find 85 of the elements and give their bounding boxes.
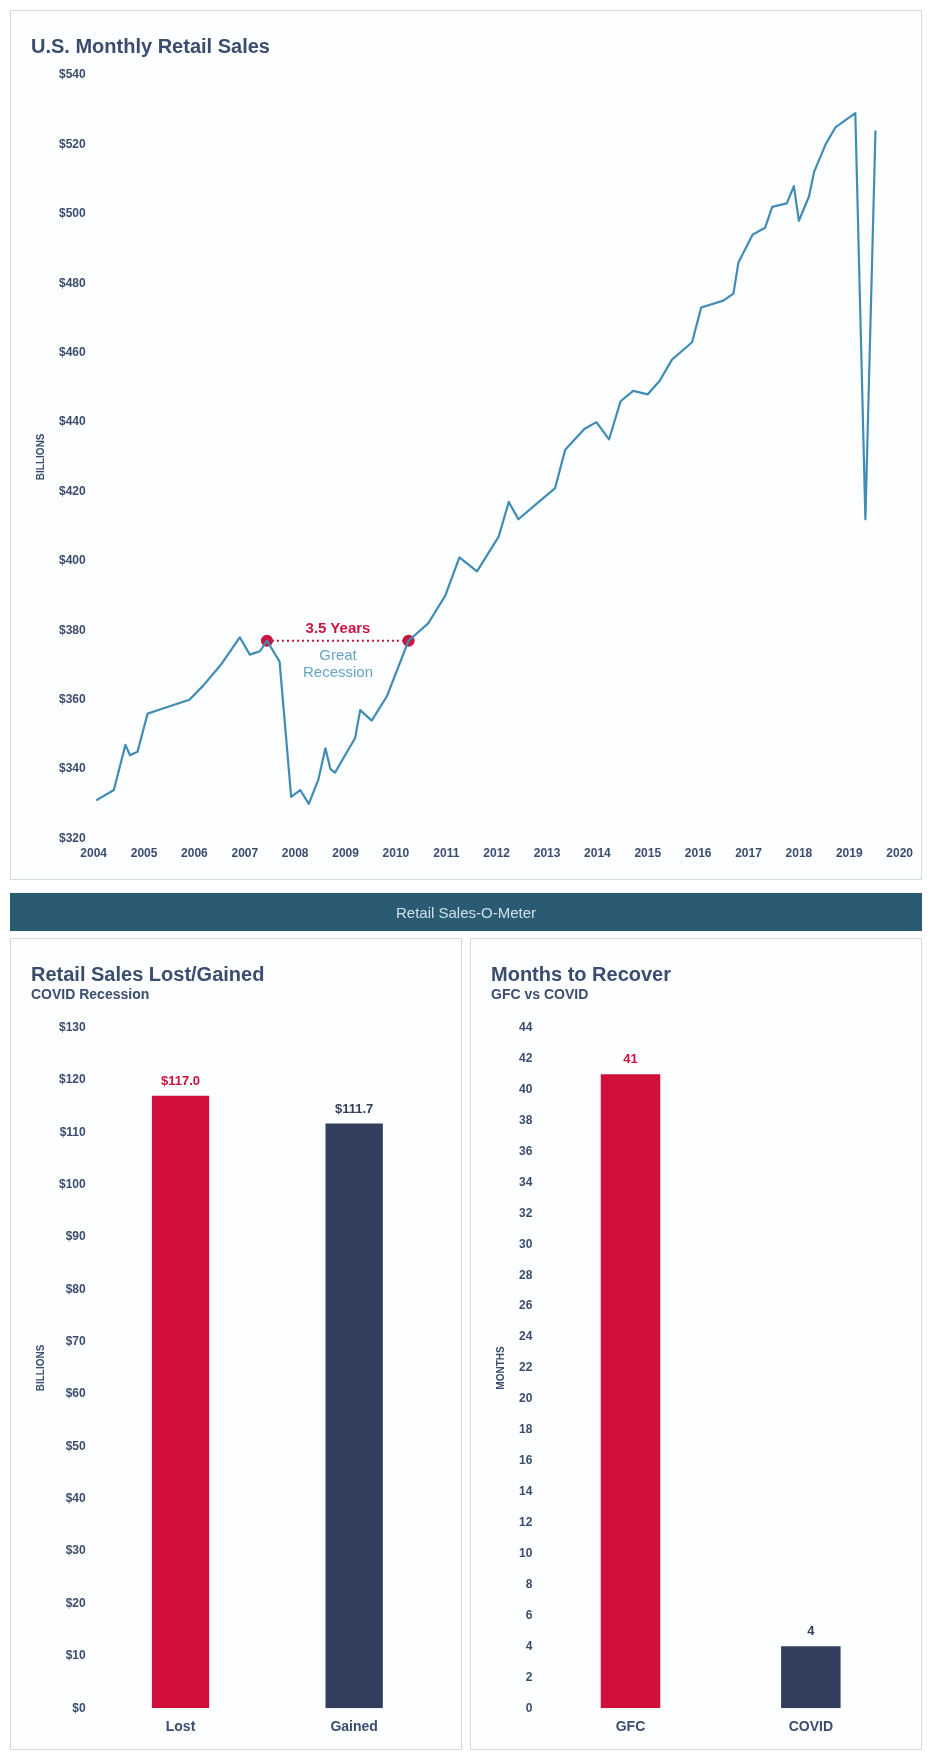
y-tick-label: 36: [518, 1143, 533, 1158]
y-tick-label: $520: [58, 136, 87, 151]
y-tick-label: $500: [58, 206, 87, 221]
y-tick-label: $90: [65, 1229, 87, 1244]
chart-subtitle: GFC vs COVID: [491, 986, 589, 1003]
y-tick-label: 20: [518, 1391, 533, 1406]
y-tick-label: $320: [58, 830, 87, 845]
x-tick-label: 2009: [332, 846, 360, 861]
y-tick-label: $20: [65, 1595, 87, 1610]
y-tick-label: 34: [518, 1174, 533, 1189]
y-tick-label: $50: [65, 1438, 87, 1453]
data-label: $111.7: [335, 1100, 374, 1116]
y-tick-label: 12: [518, 1514, 533, 1529]
data-label: $117.0: [161, 1072, 201, 1088]
x-tick-label: Lost: [165, 1718, 196, 1735]
x-tick-label: 2006: [181, 846, 209, 861]
y-tick-label: $80: [65, 1281, 87, 1296]
chart-title: U.S. Monthly Retail Sales: [31, 34, 270, 57]
x-tick-label: 2018: [785, 846, 813, 861]
y-tick-label: 30: [518, 1236, 533, 1251]
x-tick-label: 2019: [835, 846, 863, 861]
y-tick-label: $400: [58, 553, 87, 568]
y-tick-label: 0: [525, 1700, 533, 1715]
y-tick-label: 8: [525, 1576, 533, 1591]
y-tick-label: 32: [518, 1205, 533, 1220]
y-tick-label: $0: [72, 1700, 87, 1715]
y-tick-label: 28: [518, 1267, 533, 1282]
x-tick-label: 2016: [684, 846, 712, 861]
y-tick-label: $380: [58, 622, 87, 637]
chart-title: Months to Recover: [491, 962, 672, 985]
y-axis-title: BILLIONS: [34, 433, 46, 481]
y-tick-label: 18: [518, 1422, 533, 1437]
x-tick-label: 2012: [483, 846, 511, 861]
y-tick-label: 2: [525, 1669, 533, 1684]
annotation: Great Recession: [302, 646, 374, 681]
x-tick-label: 2020: [886, 846, 914, 861]
y-tick-label: 26: [518, 1298, 533, 1313]
y-tick-label: 24: [518, 1329, 533, 1344]
x-tick-label: 2015: [634, 846, 662, 861]
y-tick-label: $540: [58, 67, 87, 82]
y-tick-label: $130: [58, 1020, 87, 1035]
y-tick-label: $70: [65, 1334, 87, 1349]
text: Retail Sales-O-Meter: [10, 893, 922, 931]
y-axis-title: MONTHS: [494, 1346, 506, 1390]
data-label: 41: [623, 1051, 638, 1067]
y-tick-label: $480: [58, 275, 87, 290]
x-tick-label: 2014: [584, 846, 612, 861]
x-tick-label: 2008: [281, 846, 309, 861]
data-label: 4: [807, 1623, 816, 1639]
x-tick-label: 2010: [382, 846, 410, 861]
y-tick-label: $60: [65, 1386, 87, 1401]
y-tick-label: 42: [518, 1051, 533, 1066]
x-tick-label: COVID: [788, 1718, 834, 1735]
y-tick-label: 38: [518, 1112, 533, 1127]
y-tick-label: $420: [58, 483, 87, 498]
x-tick-label: 2005: [130, 846, 158, 861]
chart-title: Retail Sales Lost/Gained: [31, 962, 265, 985]
y-tick-label: 4: [525, 1638, 533, 1653]
y-tick-label: $40: [65, 1491, 87, 1506]
x-tick-label: 2017: [735, 846, 763, 861]
y-tick-label: 40: [518, 1081, 533, 1096]
y-tick-label: 22: [518, 1360, 533, 1375]
y-tick-label: 14: [518, 1484, 533, 1499]
x-tick-label: GFC: [615, 1718, 646, 1735]
annotation: 3.5 Years: [305, 619, 371, 637]
y-tick-label: $110: [59, 1124, 87, 1139]
y-tick-label: $440: [58, 414, 87, 429]
y-tick-label: $460: [58, 344, 87, 359]
y-tick-label: $340: [58, 761, 87, 776]
y-tick-label: $30: [65, 1543, 87, 1558]
y-tick-label: 6: [525, 1607, 533, 1622]
x-tick-label: 2013: [533, 846, 561, 861]
y-tick-label: $100: [58, 1177, 87, 1192]
y-tick-label: 10: [518, 1545, 533, 1560]
y-tick-label: 44: [518, 1020, 533, 1035]
y-tick-label: $10: [65, 1648, 87, 1663]
x-tick-label: Gained: [330, 1718, 378, 1735]
x-tick-label: 2011: [433, 846, 460, 861]
y-tick-label: $360: [58, 692, 87, 707]
chart-subtitle: COVID Recession: [31, 986, 150, 1003]
y-tick-label: $120: [58, 1072, 87, 1087]
y-tick-label: 16: [518, 1453, 533, 1468]
x-tick-label: 2007: [231, 846, 259, 861]
x-tick-label: 2004: [80, 846, 108, 861]
y-axis-title: BILLIONS: [34, 1344, 46, 1392]
